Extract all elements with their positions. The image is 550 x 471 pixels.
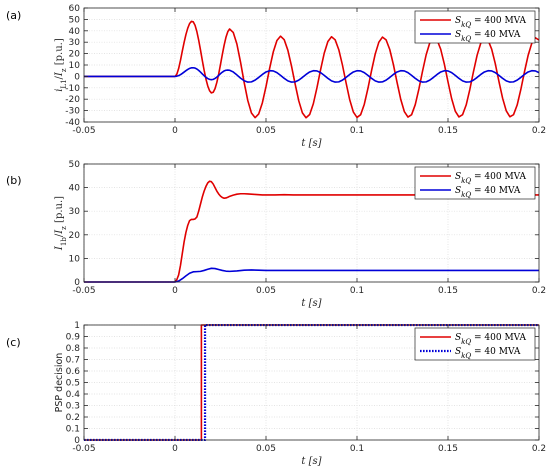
x-axis-label: t [s] [301,456,321,467]
y-tick-label: 40 [69,184,81,194]
x-axis-label: t [s] [301,138,321,149]
y-tick-label: 0 [74,278,80,288]
x-tick-label: 0.15 [438,444,458,454]
y-tick-label: 10 [69,254,81,264]
y-tick-label: 0.5 [66,379,80,389]
legend-label-40mva: SkQ = 40 MVA [455,186,521,199]
legend-label-40mva: SkQ = 40 MVA [455,347,521,360]
x-tick-label: 0.15 [438,286,458,296]
y-tick-label: 10 [69,61,81,71]
y-axis-label: iL1/Iz [p.u.] [54,38,68,92]
y-tick-label: 50 [69,160,81,170]
x-tick-label: 0 [172,444,178,454]
y-tick-label: 0.3 [66,402,80,412]
legend-box [414,166,536,200]
x-tick-label: 0 [172,286,178,296]
series-line-40mva [84,66,539,83]
chart-panel-3: -0.05 0 0.05 0.1 0.15 0.200.10.20.30.40.50.60… [6,321,546,467]
panel-label: (b) [6,174,22,187]
x-tick-label: 0 [172,126,178,136]
y-tick-label: 0.1 [66,425,80,435]
x-tick-label: -0.05 [72,444,95,454]
x-tick-label: -0.05 [72,126,95,136]
x-tick-label: 0.2 [532,444,546,454]
y-tick-label: 20 [69,50,81,60]
y-tick-label: 30 [69,38,81,48]
y-tick-label: 0.4 [66,390,81,400]
legend-box [414,327,536,361]
x-tick-label: 0.2 [532,286,546,296]
series-line-40mva [84,267,539,283]
panel-label: (a) [6,9,21,22]
legend-label-40mva: SkQ = 40 MVA [455,30,521,43]
y-tick-label: 20 [69,231,81,241]
legend-box [414,10,536,44]
y-tick-label: 60 [69,4,81,14]
y-tick-label: -20 [65,95,80,105]
chart-panel-1: -0.05 0 0.05 0.1 0.15 0.2-40-30-20-1001020304… [6,4,546,149]
y-tick-label: 0.2 [66,413,80,423]
x-tick-label: 0.05 [256,444,276,454]
x-tick-label: 0.1 [350,126,364,136]
y-tick-label: 0.9 [66,333,81,343]
y-tick-label: 0 [74,436,80,446]
y-tick-label: 0.7 [66,356,80,366]
y-tick-label: 0.8 [66,344,81,354]
y-axis-label: I1b/Iz [p.u.] [54,196,68,251]
x-tick-label: 0.05 [256,126,276,136]
x-axis-label: t [s] [301,298,321,309]
y-tick-label: 0 [74,72,80,82]
x-tick-label: 0.1 [350,444,364,454]
y-tick-label: 0.6 [66,367,81,377]
y-tick-label: -40 [65,118,80,128]
series-line-400mva [84,20,539,119]
y-tick-label: 30 [69,207,81,217]
panel-label: (c) [6,336,21,349]
axes-box [83,163,540,283]
y-tick-label: -10 [65,84,80,94]
x-tick-label: 0.15 [438,126,458,136]
legend-label-400mva: SkQ = 400 MVA [455,333,527,346]
series-line-400mva [84,180,539,283]
y-tick-label: 40 [69,27,81,37]
legend-label-400mva: SkQ = 400 MVA [455,16,527,29]
x-tick-label: -0.05 [72,286,95,296]
legend-label-400mva: SkQ = 400 MVA [455,172,527,185]
x-tick-label: 0.1 [350,286,364,296]
y-tick-label: 1 [74,321,80,331]
y-tick-label: -30 [65,107,80,117]
x-tick-label: 0.2 [532,126,546,136]
x-tick-label: 0.05 [256,286,276,296]
y-tick-label: 50 [69,15,81,25]
y-axis-label: PSP decision [54,353,65,413]
